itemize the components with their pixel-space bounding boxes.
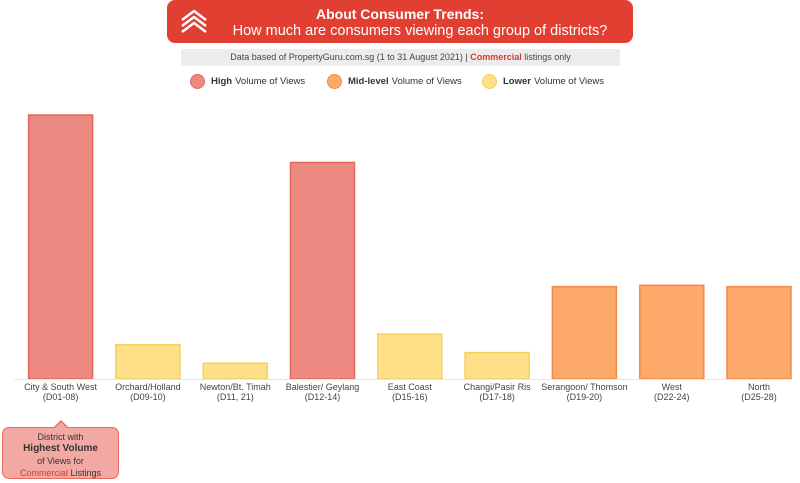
highest-volume-callout: District with Highest Volume of Views fo… <box>2 420 119 479</box>
legend-label-low: Volume of Views <box>533 76 605 87</box>
page-title: About Consumer Trends: <box>315 6 484 22</box>
legend-item-mid: Mid-level Volume of Views <box>327 74 462 89</box>
legend-swatch-mid <box>327 74 342 89</box>
x-tick-sublabel-1: (D01-08) <box>43 392 79 402</box>
x-tick-sublabel-2: (D09-10) <box>130 392 166 402</box>
bar-3 <box>202 362 269 380</box>
bar-2 <box>115 343 181 380</box>
legend-bold-low: Lower <box>503 76 531 87</box>
x-tick-sublabel-4: (D12-14) <box>305 392 341 402</box>
x-tick-sublabel-3: (D11, 21) <box>217 392 254 402</box>
x-tick-label-2: Orchard/Holland <box>115 382 181 392</box>
callout-line-1: District with <box>37 432 84 442</box>
source-suffix: listings only <box>524 52 571 62</box>
x-tick-label-4: Balestier/ Geylang <box>286 382 360 392</box>
bar-chart: City & South West(D01-08) Orchard/Holland… <box>14 114 792 402</box>
data-source-note: Data based of PropertyGuru.com.sg (1 to … <box>181 49 620 66</box>
legend-label-high: Volume of Views <box>235 76 306 87</box>
callout-line-3: of Views for <box>37 456 84 466</box>
bar-7 <box>551 285 618 380</box>
legend-label-mid: Volume of Views <box>391 76 462 87</box>
legend-swatch-low <box>482 74 497 89</box>
x-tick-label-3: Newton/Bt. Timah <box>200 382 271 392</box>
bar-9 <box>726 285 792 380</box>
source-prefix: Data based of PropertyGuru.com.sg (1 to … <box>230 52 468 62</box>
x-tick-sublabel-6: (D17-18) <box>479 392 515 402</box>
legend-swatch-high <box>190 74 205 89</box>
source-highlight: Commercial <box>470 52 522 62</box>
page-subtitle: How much are consumers viewing each grou… <box>232 23 608 39</box>
callout-pointer <box>53 420 69 428</box>
x-tick-sublabel-5: (D15-16) <box>392 392 428 402</box>
bar-8 <box>639 284 705 380</box>
x-tick-sublabel-9: (D25-28) <box>741 392 777 402</box>
callout-line-4-rest: Listings <box>70 468 102 478</box>
bar-4 <box>289 161 356 380</box>
legend-item-high: High Volume of Views <box>190 74 305 89</box>
legend-bold-mid: Mid-level <box>348 76 389 87</box>
callout-highlight: Commercial <box>19 468 68 478</box>
x-tick-label-6: Changi/Pasir Ris <box>464 382 532 392</box>
x-tick-label-1: City & South West <box>24 382 97 392</box>
callout-line-4: Commercial Listings <box>3 467 118 479</box>
callout-line-2: Highest Volume <box>23 443 98 454</box>
bar-6 <box>464 351 530 380</box>
x-tick-sublabel-7: (D19-20) <box>567 392 603 402</box>
x-tick-label-8: West <box>662 382 683 392</box>
propertyguru-logo-icon <box>181 9 207 33</box>
x-tick-sublabel-8: (D22-24) <box>654 392 690 402</box>
legend-bold-high: High <box>211 76 233 87</box>
bar-1 <box>27 114 94 380</box>
x-tick-label-5: East Coast <box>388 382 433 392</box>
title-banner: About Consumer Trends: How much are cons… <box>167 0 633 43</box>
legend-item-low: Lower Volume of Views <box>482 74 604 89</box>
bar-5 <box>377 333 443 380</box>
x-tick-label-9: North <box>748 382 770 392</box>
x-tick-label-7: Serangoon/ Thomson <box>541 382 627 392</box>
